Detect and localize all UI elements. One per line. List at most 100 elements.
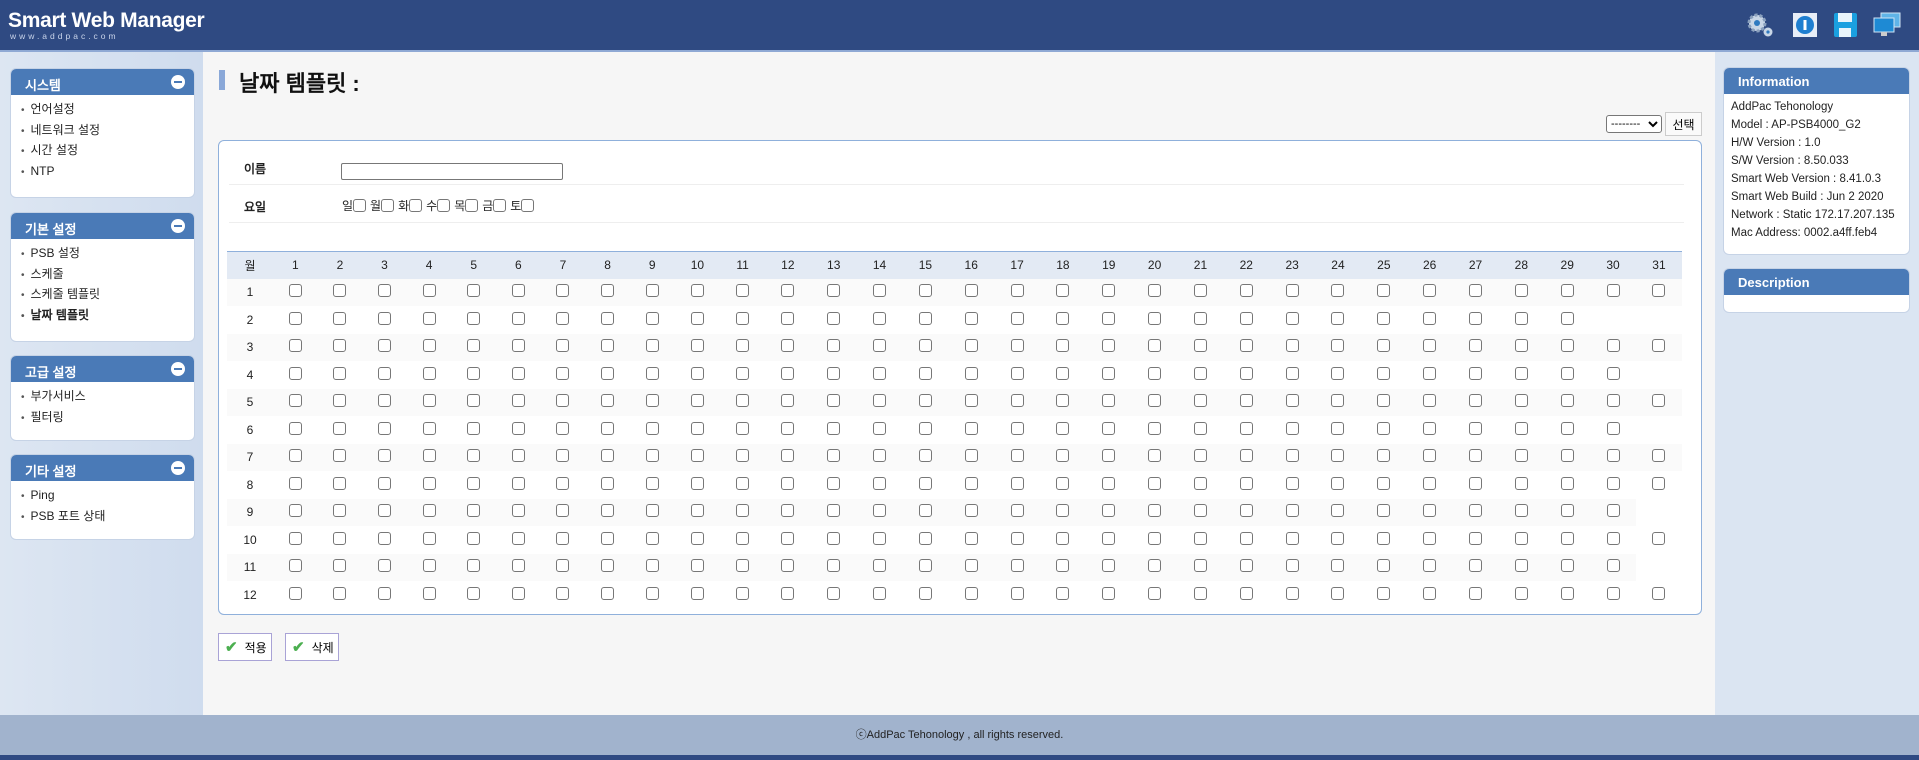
day-checkbox[interactable] [645, 559, 659, 573]
day-checkbox[interactable] [1148, 311, 1162, 325]
day-checkbox[interactable] [601, 421, 615, 435]
day-checkbox[interactable] [1331, 339, 1345, 353]
day-checkbox[interactable] [964, 339, 978, 353]
day-checkbox[interactable] [1148, 531, 1162, 545]
day-checkbox[interactable] [1423, 421, 1437, 435]
day-checkbox[interactable] [781, 339, 795, 353]
sidebar-item-time[interactable]: 시간 설정 [11, 140, 194, 161]
day-checkbox[interactable] [1239, 559, 1253, 573]
day-checkbox[interactable] [690, 421, 704, 435]
sidebar-item-ntp[interactable]: NTP [11, 161, 194, 182]
day-checkbox[interactable] [690, 504, 704, 518]
day-checkbox[interactable] [736, 531, 750, 545]
day-checkbox[interactable] [1239, 311, 1253, 325]
day-checkbox[interactable] [918, 449, 932, 463]
day-checkbox[interactable] [1193, 394, 1207, 408]
day-checkbox[interactable] [511, 421, 525, 435]
day-checkbox[interactable] [1331, 311, 1345, 325]
day-checkbox[interactable] [690, 449, 704, 463]
day-checkbox[interactable] [1193, 421, 1207, 435]
day-checkbox[interactable] [1102, 476, 1116, 490]
day-checkbox[interactable] [918, 394, 932, 408]
day-checkbox[interactable] [467, 366, 481, 380]
day-checkbox[interactable] [1560, 476, 1574, 490]
day-checkbox[interactable] [1469, 284, 1483, 298]
day-checkbox[interactable] [645, 366, 659, 380]
day-checkbox[interactable] [1285, 531, 1299, 545]
day-checkbox[interactable] [467, 531, 481, 545]
day-checkbox[interactable] [781, 476, 795, 490]
day-checkbox[interactable] [1377, 559, 1391, 573]
day-checkbox[interactable] [378, 421, 392, 435]
day-checkbox[interactable] [511, 531, 525, 545]
sidebar-item-language[interactable]: 언어설정 [11, 99, 194, 120]
day-checkbox[interactable] [1102, 421, 1116, 435]
day-checkbox[interactable] [1469, 394, 1483, 408]
day-checkbox[interactable] [1331, 476, 1345, 490]
day-checkbox[interactable] [1377, 449, 1391, 463]
weekday-option[interactable]: 화 [398, 197, 423, 214]
day-checkbox[interactable] [556, 421, 570, 435]
collapse-icon[interactable] [171, 219, 185, 233]
day-checkbox[interactable] [1423, 284, 1437, 298]
day-checkbox[interactable] [1606, 449, 1620, 463]
day-checkbox[interactable] [1285, 311, 1299, 325]
day-checkbox[interactable] [736, 449, 750, 463]
day-checkbox[interactable] [1469, 339, 1483, 353]
day-checkbox[interactable] [1148, 421, 1162, 435]
day-checkbox[interactable] [511, 476, 525, 490]
day-checkbox[interactable] [736, 586, 750, 600]
day-checkbox[interactable] [378, 311, 392, 325]
day-checkbox[interactable] [556, 366, 570, 380]
day-checkbox[interactable] [511, 339, 525, 353]
weekday-option[interactable]: 수 [426, 197, 451, 214]
day-checkbox[interactable] [1010, 366, 1024, 380]
day-checkbox[interactable] [1239, 449, 1253, 463]
day-checkbox[interactable] [556, 339, 570, 353]
day-checkbox[interactable] [1606, 339, 1620, 353]
day-checkbox[interactable] [556, 586, 570, 600]
day-checkbox[interactable] [1606, 284, 1620, 298]
day-checkbox[interactable] [333, 504, 347, 518]
sidebar-item-schedule-template[interactable]: 스케줄 템플릿 [11, 284, 194, 305]
day-checkbox[interactable] [645, 311, 659, 325]
sidebar-item-date-template[interactable]: 날짜 템플릿 [11, 305, 194, 326]
day-checkbox[interactable] [736, 559, 750, 573]
day-checkbox[interactable] [827, 559, 841, 573]
day-checkbox[interactable] [1606, 586, 1620, 600]
day-checkbox[interactable] [873, 284, 887, 298]
day-checkbox[interactable] [422, 311, 436, 325]
select-button[interactable]: 선택 [1665, 112, 1702, 136]
day-checkbox[interactable] [467, 421, 481, 435]
day-checkbox[interactable] [511, 284, 525, 298]
day-checkbox[interactable] [781, 504, 795, 518]
day-checkbox[interactable] [1193, 476, 1207, 490]
day-checkbox[interactable] [918, 421, 932, 435]
day-checkbox[interactable] [827, 394, 841, 408]
day-checkbox[interactable] [467, 311, 481, 325]
day-checkbox[interactable] [873, 394, 887, 408]
day-checkbox[interactable] [422, 421, 436, 435]
day-checkbox[interactable] [1331, 394, 1345, 408]
day-checkbox[interactable] [422, 531, 436, 545]
day-checkbox[interactable] [1469, 421, 1483, 435]
day-checkbox[interactable] [645, 449, 659, 463]
day-checkbox[interactable] [1377, 531, 1391, 545]
day-checkbox[interactable] [1652, 449, 1666, 463]
day-checkbox[interactable] [378, 586, 392, 600]
day-checkbox[interactable] [645, 504, 659, 518]
day-checkbox[interactable] [690, 311, 704, 325]
day-checkbox[interactable] [1056, 559, 1070, 573]
day-checkbox[interactable] [1148, 586, 1162, 600]
day-checkbox[interactable] [1606, 504, 1620, 518]
day-checkbox[interactable] [422, 394, 436, 408]
day-checkbox[interactable] [288, 339, 302, 353]
day-checkbox[interactable] [422, 366, 436, 380]
day-checkbox[interactable] [1469, 559, 1483, 573]
monitors-icon[interactable] [1872, 11, 1902, 39]
day-checkbox[interactable] [1010, 504, 1024, 518]
day-checkbox[interactable] [1010, 421, 1024, 435]
day-checkbox[interactable] [511, 449, 525, 463]
day-checkbox[interactable] [1377, 421, 1391, 435]
day-checkbox[interactable] [1606, 559, 1620, 573]
